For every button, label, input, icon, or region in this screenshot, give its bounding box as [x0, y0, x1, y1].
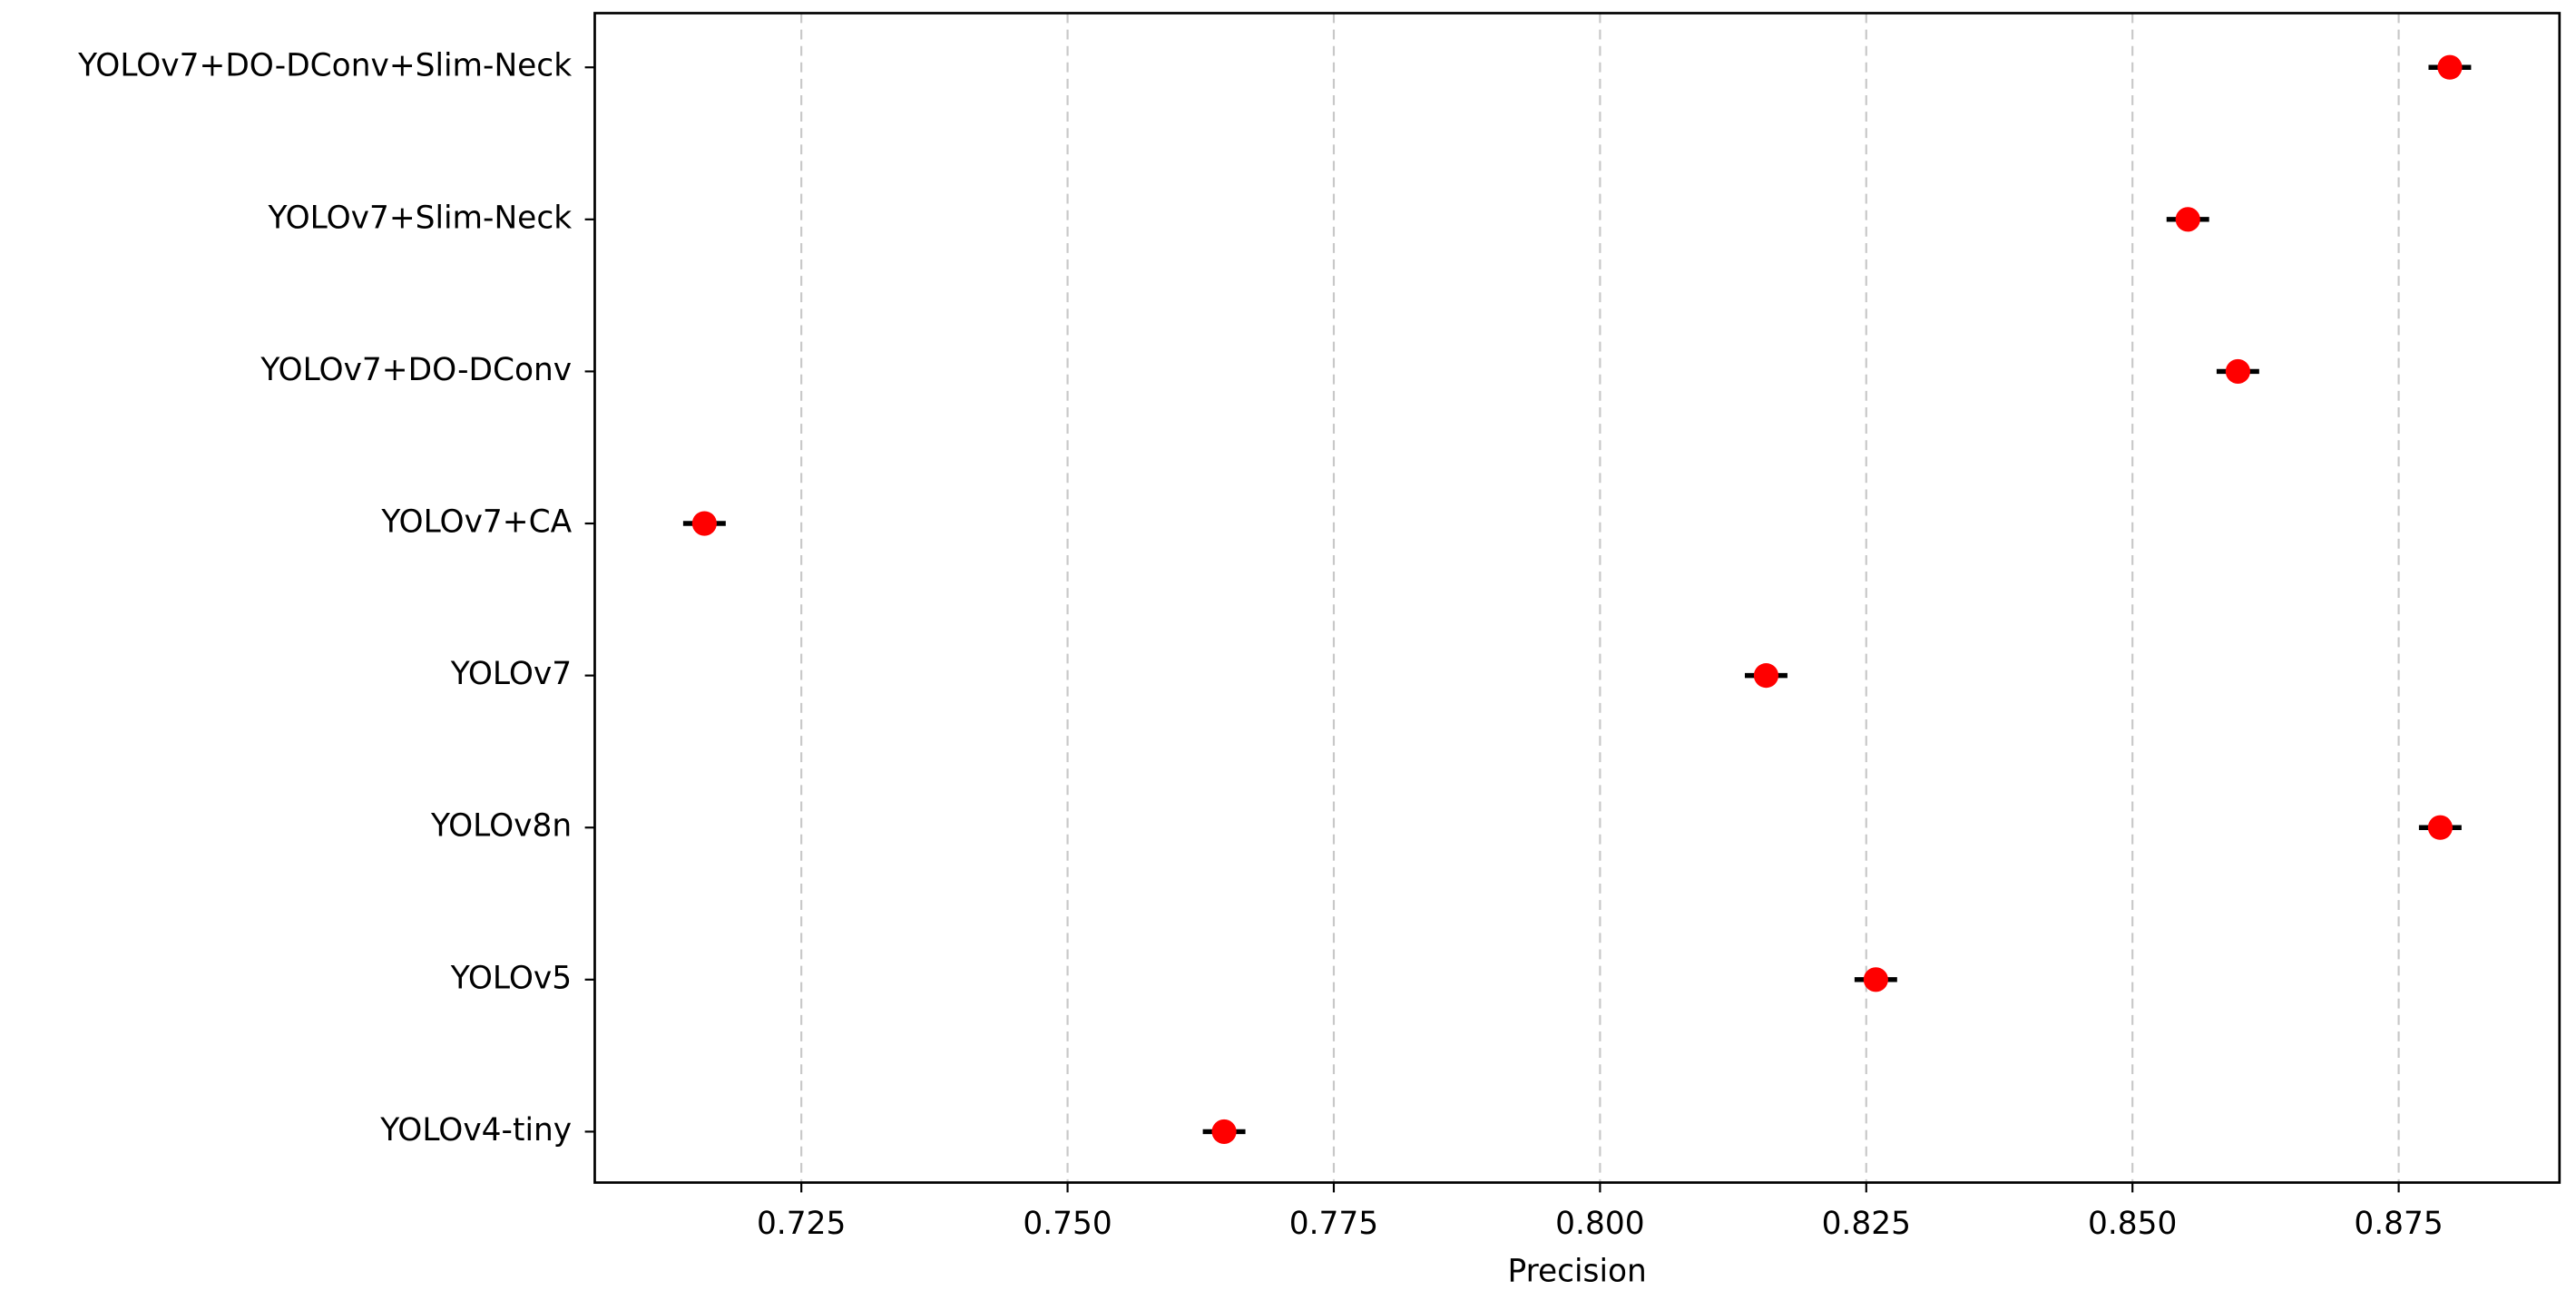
y-tick-label: YOLOv7 — [450, 656, 572, 692]
x-tick-label: 0.850 — [2088, 1206, 2177, 1242]
y-tick-label: YOLOv7+CA — [380, 504, 572, 541]
dot — [2437, 54, 2463, 80]
x-tick-label: 0.875 — [2354, 1206, 2443, 1242]
dot — [2225, 358, 2250, 385]
y-tick-label: YOLOv7+DO-DConv — [260, 352, 572, 388]
dot — [2427, 815, 2453, 840]
dot — [1863, 967, 1888, 992]
dot — [691, 511, 717, 536]
x-tick-label: 0.725 — [757, 1206, 846, 1242]
dot — [2175, 207, 2200, 232]
y-tick-label: YOLOv7+Slim-Neck — [267, 200, 572, 236]
plot-frame — [593, 12, 2561, 1184]
x-tick-label: 0.775 — [1289, 1206, 1378, 1242]
y-tick-label: YOLOv8n — [430, 808, 572, 845]
dot — [1753, 663, 1779, 689]
y-tick-label: YOLOv4-tiny — [379, 1112, 572, 1148]
y-tick-label: YOLOv5 — [450, 960, 572, 996]
x-tick-label: 0.750 — [1023, 1206, 1112, 1242]
dot — [1211, 1119, 1237, 1145]
y-tick-label: YOLOv7+DO-DConv+Slim-Neck — [77, 48, 572, 84]
x-tick-label: 0.825 — [1822, 1206, 1911, 1242]
x-tick-label: 0.800 — [1555, 1206, 1644, 1242]
x-axis-label: Precision — [1507, 1254, 1646, 1290]
